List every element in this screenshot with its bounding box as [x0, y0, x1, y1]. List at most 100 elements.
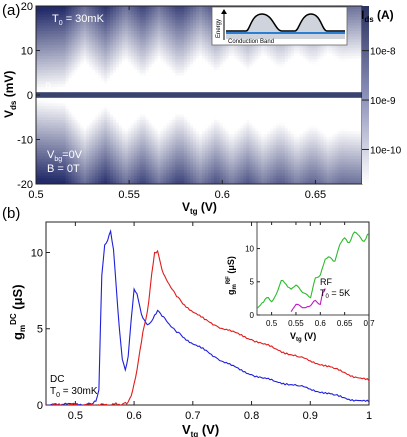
heatmap-cell — [249, 86, 253, 90]
heatmap-cell — [113, 97, 117, 101]
heatmap-cell — [207, 158, 212, 163]
heatmap-cell — [184, 25, 188, 29]
heatmap-cell — [92, 81, 96, 85]
heatmap-cell — [216, 153, 221, 157]
heatmap-cell — [157, 11, 161, 15]
heatmap-cell — [124, 158, 129, 163]
heatmap-cell — [56, 8, 61, 12]
heatmap-cell — [83, 89, 87, 93]
heatmap-cell — [196, 89, 200, 93]
heatmap-cell — [181, 83, 185, 88]
heatmap-cell — [187, 161, 191, 165]
heatmap-cell — [118, 36, 123, 40]
heatmap-cell — [210, 108, 215, 113]
heatmap-cell — [95, 167, 99, 171]
heatmap-cell — [65, 17, 69, 21]
heatmap-cell — [228, 158, 232, 163]
heatmap-cell — [222, 128, 227, 132]
heatmap-cell — [44, 64, 49, 68]
heatmap-cell — [121, 42, 126, 46]
heatmap-cell — [181, 47, 185, 51]
heatmap-cell — [258, 120, 262, 124]
heatmap-cell — [124, 14, 129, 18]
heatmap-cell — [213, 164, 218, 168]
heatmap-cell — [243, 156, 247, 160]
heatmap-cell — [121, 72, 126, 76]
heatmap-cell — [193, 131, 197, 135]
heatmap-cell — [184, 181, 188, 184]
heatmap-cell — [264, 181, 268, 184]
heatmap-cell — [228, 78, 232, 82]
heatmap-cell — [124, 28, 129, 32]
heatmap-cell — [154, 17, 158, 21]
heatmap-cell — [127, 25, 132, 29]
heatmap-cell — [121, 120, 126, 124]
heatmap-cell — [234, 167, 238, 171]
heatmap-cell — [157, 14, 161, 18]
heatmap-cell — [219, 178, 224, 182]
heatmap-cell — [228, 83, 232, 88]
heatmap-cell — [89, 122, 93, 126]
heatmap-cell — [187, 147, 191, 152]
heatmap-cell — [107, 86, 111, 90]
heatmap-cell — [80, 120, 84, 124]
heatmap-cell — [231, 164, 235, 168]
heatmap-cell — [151, 150, 155, 154]
heatmap-cell — [148, 178, 152, 182]
heatmap-cell — [190, 36, 194, 40]
heatmap-cell — [110, 89, 114, 93]
heatmap-cell — [184, 33, 188, 37]
heatmap-cell — [151, 181, 155, 184]
heatmap-cell — [225, 100, 230, 104]
heatmap-cell — [166, 56, 170, 60]
heatmap-cell — [199, 136, 203, 140]
heatmap-cell — [178, 75, 182, 79]
heatmap-cell — [62, 19, 67, 24]
heatmap-cell — [127, 72, 132, 76]
heatmap-cell — [98, 156, 102, 160]
heatmap-cell — [86, 111, 90, 115]
heatmap-cell — [243, 142, 247, 146]
heatmap-cell — [225, 158, 230, 163]
heatmap-cell — [59, 122, 64, 126]
heatmap-cell — [36, 111, 40, 115]
heatmap-cell — [181, 86, 185, 90]
heatmap-cell — [196, 17, 200, 21]
heatmap-cell — [47, 31, 52, 35]
heatmap-cell — [89, 145, 93, 149]
heatmap-cell — [201, 153, 206, 157]
heatmap-cell — [142, 136, 147, 140]
heatmap-cell — [104, 136, 108, 140]
heatmap-cell — [264, 114, 268, 118]
heatmap-cell — [228, 47, 232, 51]
heatmap-cell — [199, 108, 203, 113]
heatmap-cell — [172, 22, 176, 26]
heatmap-cell — [124, 89, 129, 93]
heatmap-cell — [116, 22, 120, 26]
heatmap-cell — [237, 122, 241, 126]
heatmap-cell — [231, 170, 235, 174]
heatmap-cell — [258, 89, 262, 93]
heatmap-cell — [178, 25, 182, 29]
heatmap-cell — [210, 170, 215, 174]
heatmap-cell — [222, 64, 227, 68]
heatmap-cell — [184, 81, 188, 85]
heatmap-cell — [157, 158, 161, 163]
heatmap-cell — [148, 53, 152, 57]
heatmap-cell — [187, 89, 191, 93]
heatmap-cell — [234, 100, 238, 104]
heatmap-cell — [258, 111, 262, 115]
heatmap-cell — [95, 61, 99, 65]
heatmap-cell — [258, 150, 262, 154]
heatmap-cell — [178, 31, 182, 35]
heatmap-cell — [110, 61, 114, 65]
heatmap-cell — [107, 147, 111, 152]
heatmap-cell — [101, 133, 105, 138]
heatmap-cell — [199, 50, 203, 54]
heatmap-cell — [169, 133, 173, 138]
heatmap-cell — [107, 19, 111, 24]
heatmap-cell — [258, 86, 262, 90]
heatmap-cell — [199, 150, 203, 154]
heatmap-cell — [145, 147, 150, 152]
heatmap-cell — [166, 31, 170, 35]
